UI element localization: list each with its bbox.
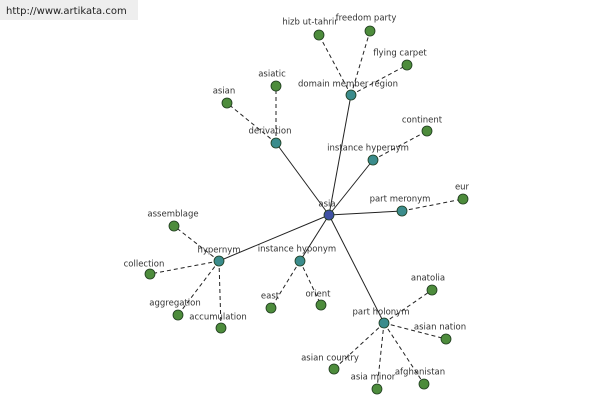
node-label: freedom party <box>336 14 397 24</box>
leaf-node <box>426 284 438 296</box>
rel-node <box>345 89 357 101</box>
edges <box>149 30 464 390</box>
node-label: domain member region <box>298 80 398 90</box>
node-label: accumulation <box>189 313 246 323</box>
node-label: continent <box>402 116 443 126</box>
relation-edge <box>275 142 330 216</box>
node-label: assemblage <box>147 210 198 220</box>
leaf-edge <box>401 198 464 212</box>
rel-node <box>378 317 390 329</box>
leaf-node <box>265 302 277 314</box>
node-label: hypernym <box>197 246 240 256</box>
rel-node <box>367 154 379 166</box>
node-label: hizb ut-tahrir <box>282 18 338 28</box>
leaf-node <box>215 322 227 334</box>
relation-edge <box>328 159 374 216</box>
leaf-edge <box>383 289 433 324</box>
node-label: flying carpet <box>373 49 427 59</box>
relation-edge <box>328 94 352 216</box>
leaf-node <box>221 97 233 109</box>
leaf-edge <box>383 322 447 340</box>
leaf-edge <box>173 225 220 262</box>
leaf-edge <box>350 64 408 96</box>
leaf-node <box>440 333 452 345</box>
node-label: afghanistan <box>395 368 445 378</box>
leaf-node <box>144 268 156 280</box>
node-label: instance hyponym <box>258 245 336 255</box>
watermark-box <box>0 0 138 20</box>
relation-edge <box>299 214 330 262</box>
leaf-edge <box>177 260 220 316</box>
node-label: collection <box>124 260 165 270</box>
node-label: asian nation <box>414 323 466 333</box>
relation-edge <box>218 214 330 262</box>
rel-node <box>396 205 408 217</box>
node-label: anatolia <box>411 274 445 284</box>
leaf-node <box>313 29 325 41</box>
node-label: derivation <box>248 127 291 137</box>
node-label: orient <box>305 290 331 300</box>
leaf-node <box>401 59 413 71</box>
node-label: east <box>261 292 280 302</box>
leaf-edge <box>149 260 220 275</box>
node-label: aggregation <box>149 299 200 309</box>
leaf-edge <box>226 102 277 144</box>
watermark: http://www.artikata.com <box>6 6 127 17</box>
node-label: instance hypernym <box>327 144 409 154</box>
node-label: eur <box>455 183 470 193</box>
leaf-node <box>364 25 376 37</box>
leaf-edge <box>299 260 322 306</box>
rel-node <box>294 255 306 267</box>
leaf-node <box>418 378 430 390</box>
leaf-edge <box>318 34 352 96</box>
leaf-node <box>457 193 469 205</box>
root-node <box>323 209 335 221</box>
leaf-node <box>315 299 327 311</box>
node-label: asian <box>213 87 236 97</box>
relation-edge <box>328 214 385 324</box>
node-label: part holonym <box>353 308 410 318</box>
leaf-node <box>172 309 184 321</box>
leaf-node <box>270 80 282 92</box>
rel-node <box>213 255 225 267</box>
leaf-edge <box>383 322 425 385</box>
leaf-edge <box>333 322 385 370</box>
node-label: asiatic <box>258 70 286 80</box>
rel-node <box>270 137 282 149</box>
node-label: asian country <box>301 354 359 364</box>
node-label: asia minor <box>351 373 396 383</box>
leaf-node <box>328 363 340 375</box>
leaf-node <box>168 220 180 232</box>
leaf-edge <box>270 260 301 309</box>
node-label: asia <box>318 200 335 210</box>
leaf-node <box>371 383 383 395</box>
leaf-node <box>421 125 433 137</box>
leaf-edge <box>372 130 428 161</box>
nodes: asia domain member region derivation instan… <box>124 14 470 395</box>
node-label: part meronym <box>370 195 431 205</box>
relation-edge <box>328 210 403 216</box>
